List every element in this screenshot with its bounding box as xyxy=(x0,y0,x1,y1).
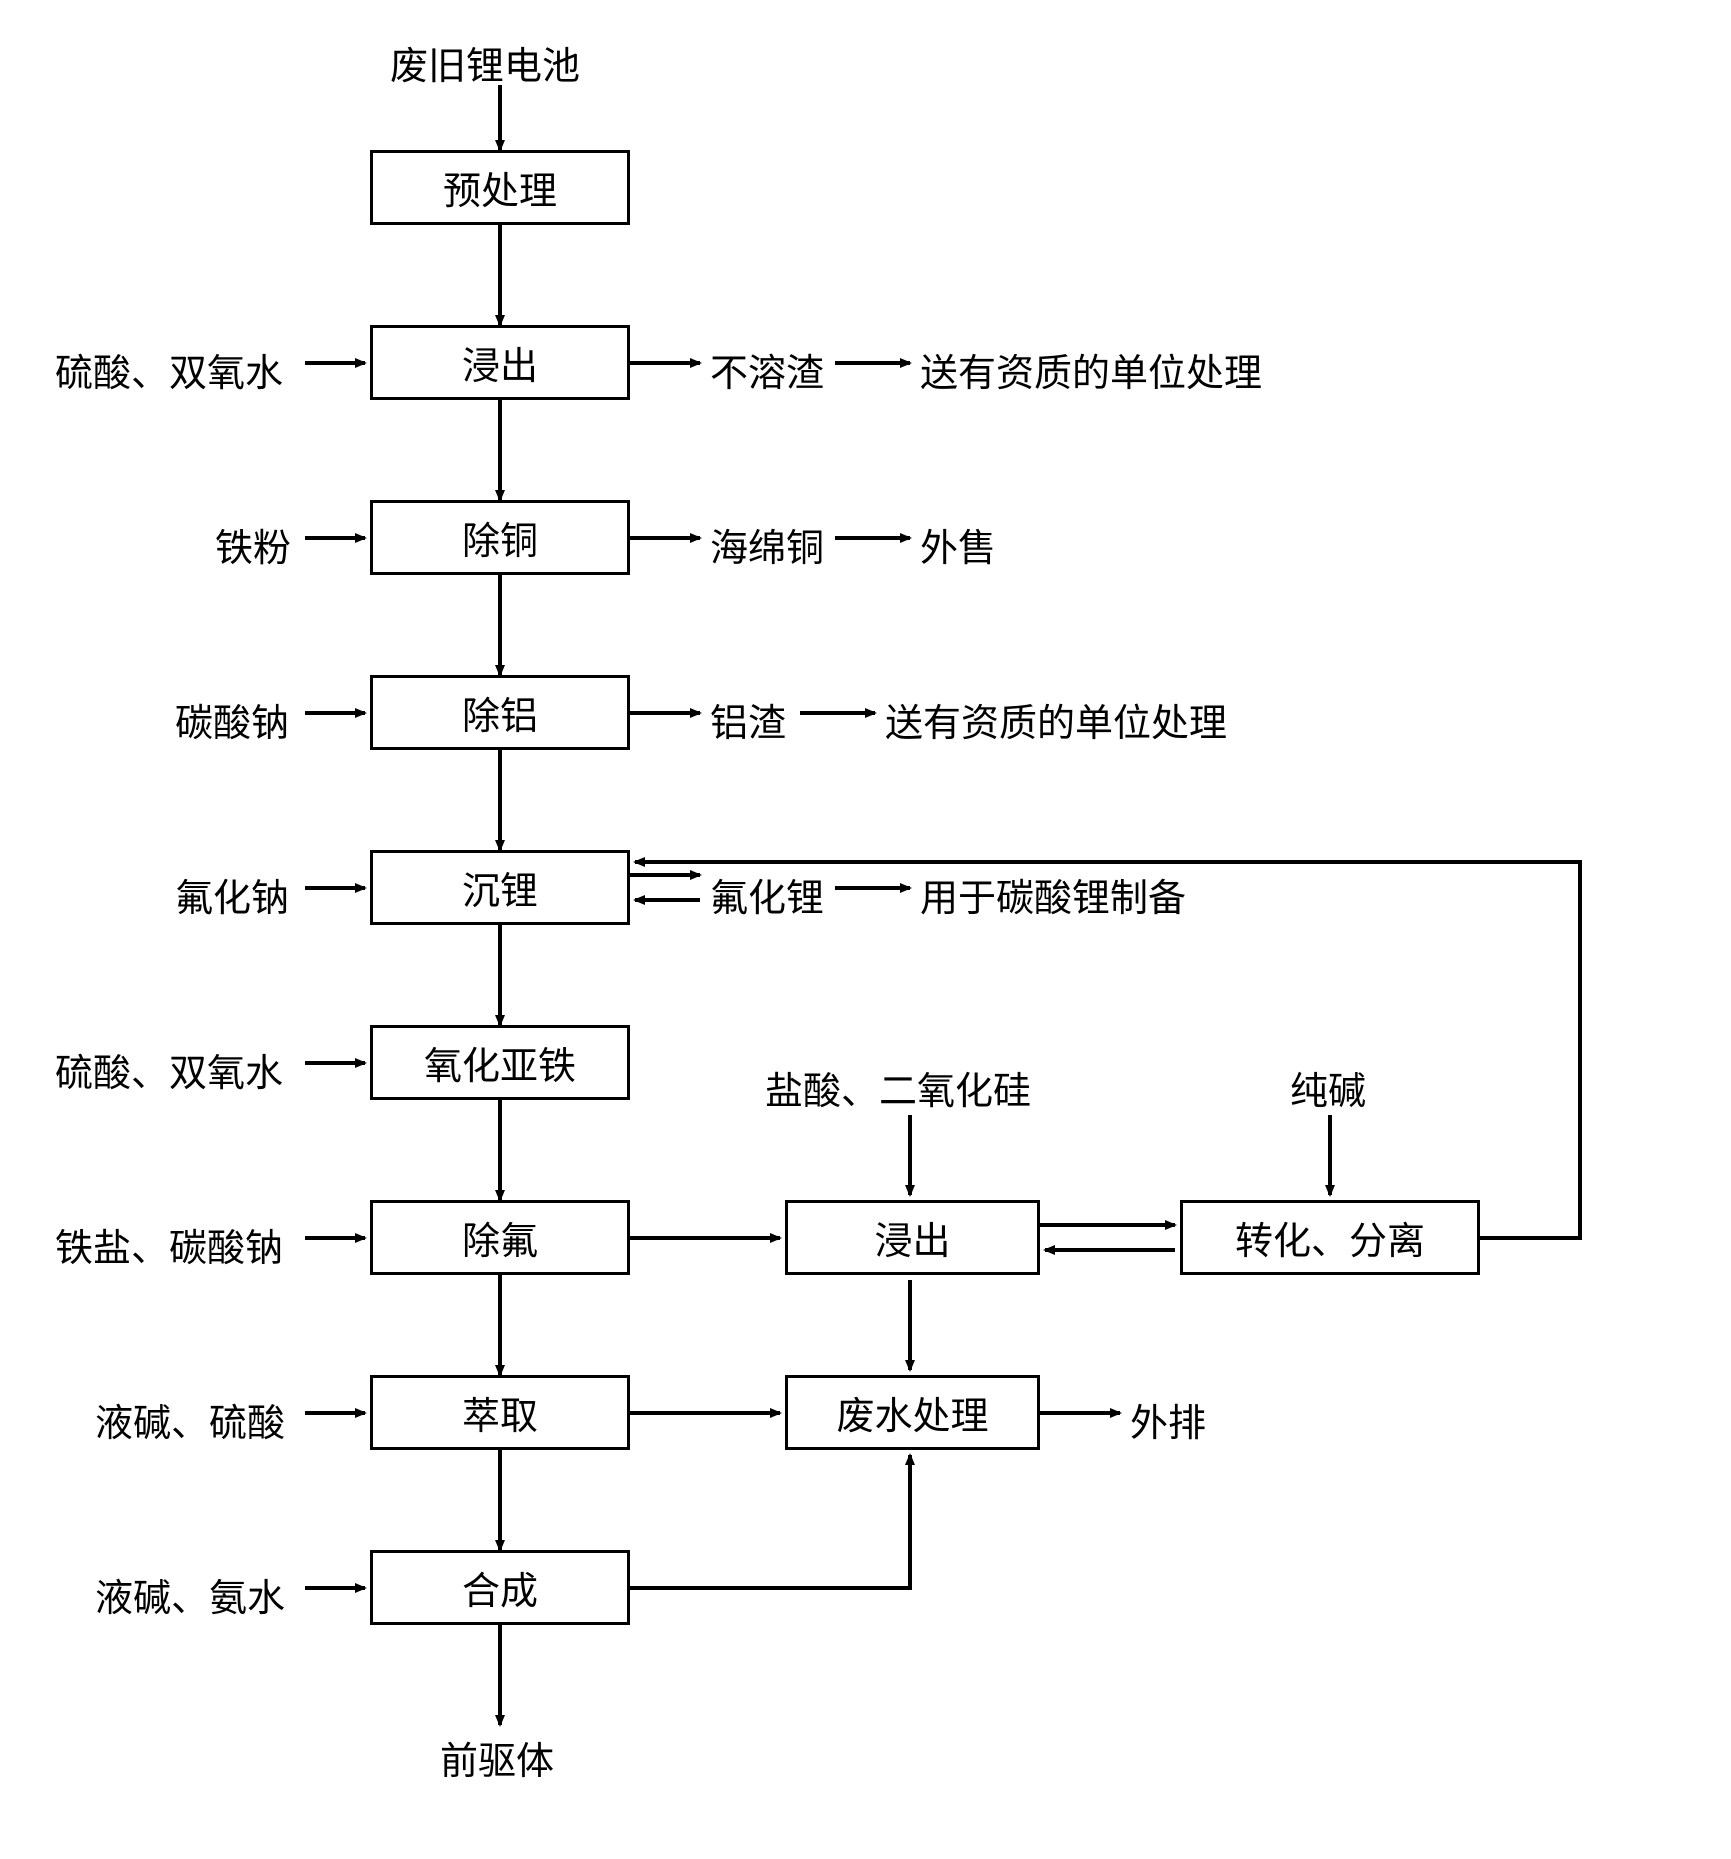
leach1-text: 浸出 xyxy=(462,335,538,390)
oxidize-fe-input-label: 硫酸、双氧水 xyxy=(55,1042,283,1097)
remove-al-input-label: 碳酸钠 xyxy=(175,692,289,747)
leach1-input-label: 硫酸、双氧水 xyxy=(55,342,283,397)
remove-f-input-label: 铁盐、碳酸钠 xyxy=(55,1217,283,1272)
node-extract: 萃取 xyxy=(370,1375,630,1450)
node-synth: 合成 xyxy=(370,1550,630,1625)
wastewater-text: 废水处理 xyxy=(836,1385,988,1440)
convert-sep-input-label: 纯碱 xyxy=(1290,1060,1366,1115)
node-remove-al: 除铝 xyxy=(370,675,630,750)
wastewater-out-label: 外排 xyxy=(1130,1392,1206,1447)
node-oxidize-fe: 氧化亚铁 xyxy=(370,1025,630,1100)
oxidize-fe-text: 氧化亚铁 xyxy=(424,1035,576,1090)
node-leach1: 浸出 xyxy=(370,325,630,400)
precip-li-out2-label: 用于碳酸锂制备 xyxy=(920,867,1186,922)
remove-cu-input-label: 铁粉 xyxy=(215,517,291,572)
extract-input-label: 液碱、硫酸 xyxy=(95,1392,285,1447)
input-material-label: 废旧锂电池 xyxy=(390,35,580,90)
remove-cu-out2-label: 外售 xyxy=(920,517,996,572)
leach1-out1-label: 不溶渣 xyxy=(710,342,824,397)
node-convert-sep: 转化、分离 xyxy=(1180,1200,1480,1275)
convert-sep-text: 转化、分离 xyxy=(1235,1210,1425,1265)
precip-li-input-label: 氟化钠 xyxy=(175,867,289,922)
extract-text: 萃取 xyxy=(462,1385,538,1440)
node-pretreat: 预处理 xyxy=(370,150,630,225)
remove-cu-text: 除铜 xyxy=(462,510,538,565)
remove-f-text: 除氟 xyxy=(462,1210,538,1265)
remove-al-out1-label: 铝渣 xyxy=(710,692,786,747)
leach2-text: 浸出 xyxy=(874,1210,950,1265)
leach2-input-label: 盐酸、二氧化硅 xyxy=(765,1060,1031,1115)
remove-al-text: 除铝 xyxy=(462,685,538,740)
precursor-label: 前驱体 xyxy=(440,1730,554,1785)
leach1-out2-label: 送有资质的单位处理 xyxy=(920,342,1262,397)
precip-li-out1-label: 氟化锂 xyxy=(710,867,824,922)
pretreat-text: 预处理 xyxy=(443,160,557,215)
node-remove-f: 除氟 xyxy=(370,1200,630,1275)
precip-li-text: 沉锂 xyxy=(462,860,538,915)
remove-cu-out1-label: 海绵铜 xyxy=(710,517,824,572)
node-remove-cu: 除铜 xyxy=(370,500,630,575)
node-leach2: 浸出 xyxy=(785,1200,1040,1275)
synth-text: 合成 xyxy=(462,1560,538,1615)
synth-input-label: 液碱、氨水 xyxy=(95,1567,285,1622)
remove-al-out2-label: 送有资质的单位处理 xyxy=(885,692,1227,747)
node-wastewater: 废水处理 xyxy=(785,1375,1040,1450)
node-precip-li: 沉锂 xyxy=(370,850,630,925)
